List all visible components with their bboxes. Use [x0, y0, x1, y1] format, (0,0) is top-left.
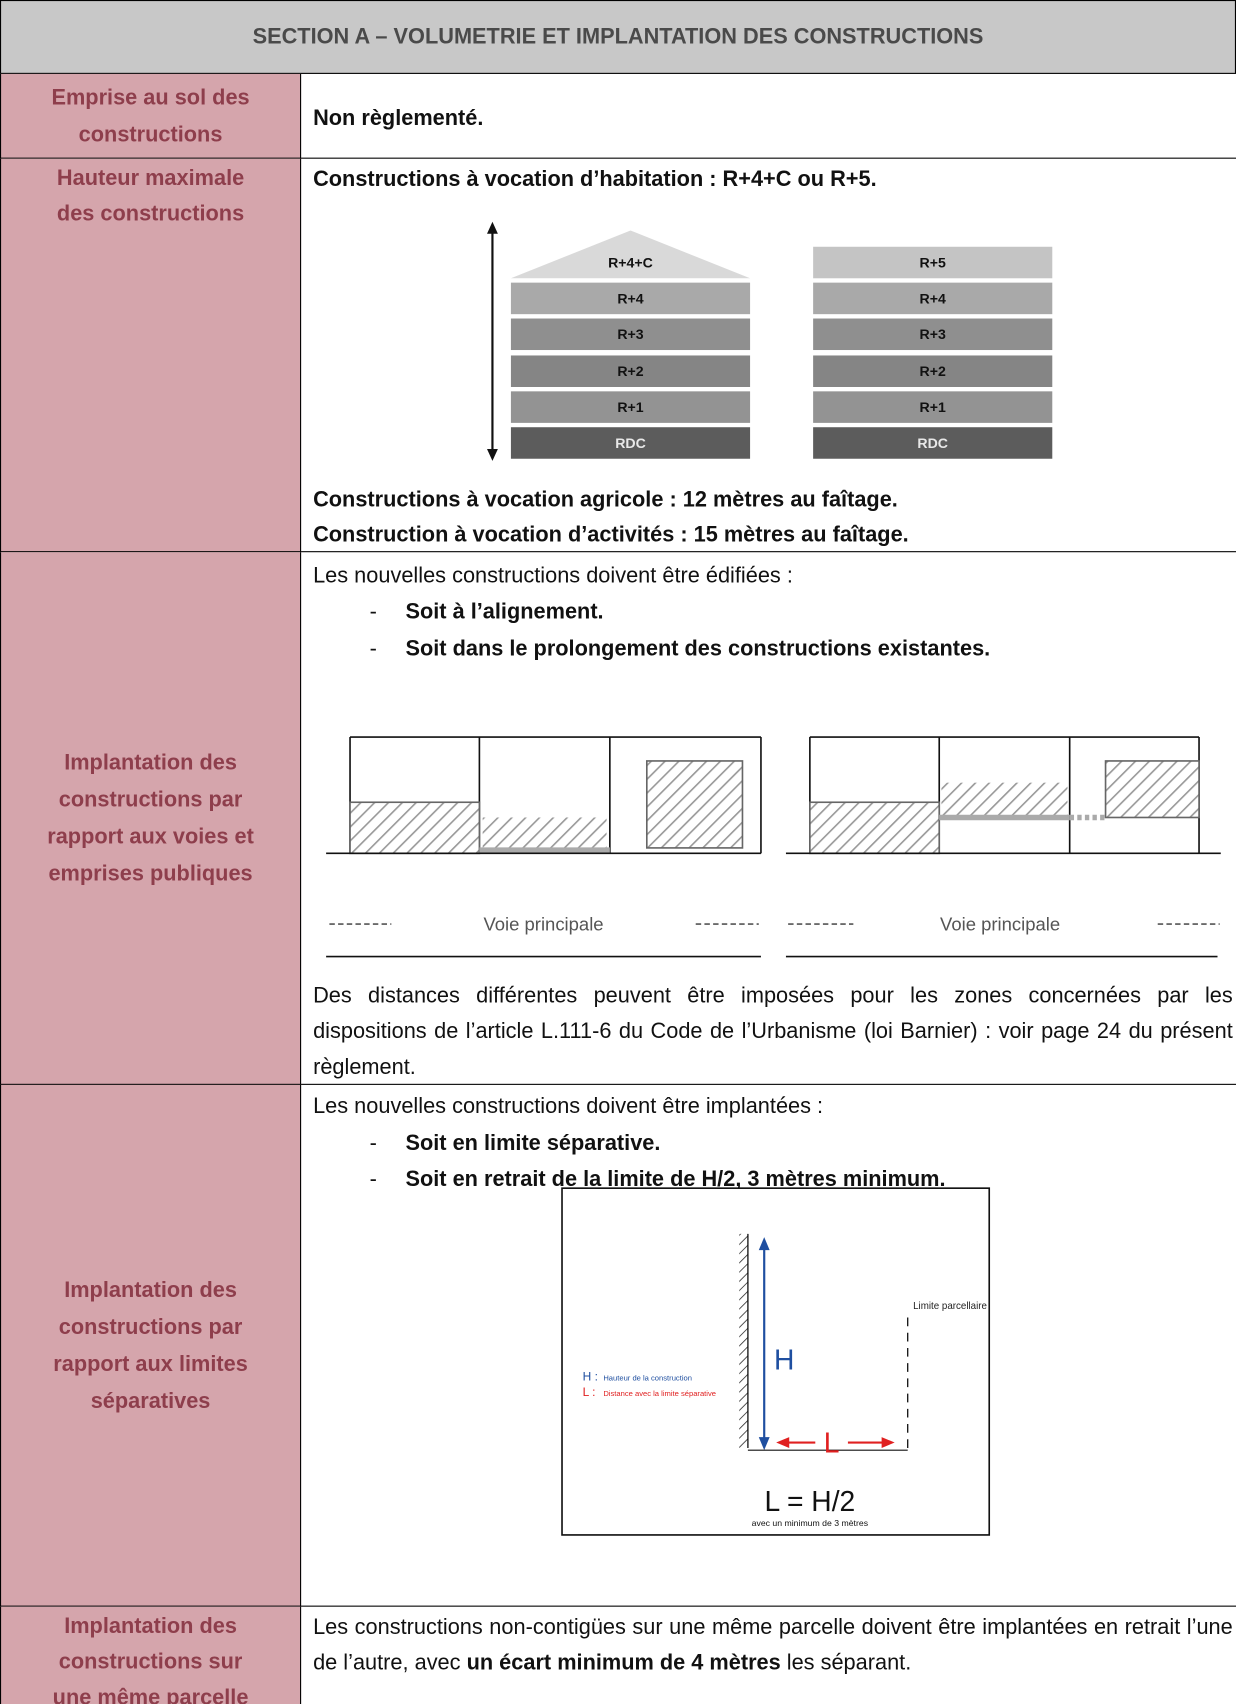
floor-label: R+4+C	[608, 254, 653, 270]
cell	[300, 74, 1236, 159]
floor	[813, 391, 1053, 423]
row-label: Hauteur maximale des constructions	[0, 158, 302, 553]
floor	[813, 318, 1053, 351]
row-label: Implantation des constructions sur une mêm…	[0, 1606, 302, 1704]
floor	[510, 318, 751, 351]
label-line: Implantation des	[64, 1614, 237, 1639]
text-run: les séparant.	[780, 1651, 912, 1676]
h-symbol: H	[774, 1344, 794, 1376]
floor	[510, 355, 751, 387]
bullet-dash: -	[369, 637, 377, 661]
intro-text: Les nouvelles constructions doivent être…	[313, 564, 793, 589]
rule-text: Non règlementé.	[313, 106, 484, 131]
bullet-dash: -	[369, 600, 377, 624]
label-line: constructions par	[58, 1314, 243, 1339]
legend-text: Distance avec la limite séparative	[603, 1389, 716, 1398]
rule-text: Constructions à vocation d’habitation : …	[313, 167, 877, 192]
label-line: Implantation des	[64, 750, 237, 775]
label-line: rapport aux limites	[53, 1351, 248, 1376]
l-symbol: L	[824, 1426, 840, 1458]
paragraph: Des distances différentes peuvent être i…	[313, 983, 1233, 1080]
row-label: Emprise au sol des constructions	[0, 73, 302, 159]
floor	[813, 355, 1053, 387]
cell	[300, 1085, 1236, 1607]
row-label: Implantation des constructions par rapport…	[0, 552, 302, 1085]
legend-symbol: L :	[583, 1385, 596, 1399]
floor-label: R+3	[920, 326, 946, 342]
floor-label: R+1	[920, 399, 946, 415]
bullet: Soit à l’alignement.	[405, 600, 604, 624]
limit-diagram	[561, 1187, 991, 1536]
floor	[813, 427, 1053, 459]
label-line: emprises publiques	[48, 861, 253, 886]
limit-label: Limite parcellaire	[913, 1301, 987, 1312]
floor-label: R+2	[920, 363, 946, 379]
label-line: rapport aux voies et	[47, 824, 254, 849]
rule-text: Constructions à vocation agricole : 12 m…	[313, 488, 898, 513]
label-line: constructions	[78, 122, 223, 147]
label-line: constructions sur	[58, 1650, 243, 1675]
floor	[510, 391, 751, 423]
floor	[510, 282, 751, 315]
floor-label: R+3	[617, 326, 643, 342]
intro-text: Les nouvelles constructions doivent être…	[313, 1094, 824, 1119]
row-label: Implantation des constructions par rapport…	[0, 1084, 302, 1607]
legend-text: Hauteur de la construction	[603, 1374, 692, 1383]
floor	[510, 427, 751, 459]
label-line: Hauteur maximale	[56, 166, 245, 191]
floor-label: R+5	[920, 254, 946, 270]
floor	[813, 246, 1053, 279]
label-line: des constructions	[56, 202, 245, 227]
bullet-dash: -	[369, 1167, 377, 1192]
bullet: Soit en limite séparative.	[405, 1131, 661, 1156]
text-run-bold: un écart minimum de 4 mètres	[466, 1651, 781, 1676]
road-diagram	[326, 736, 1221, 958]
floor-label: RDC	[615, 435, 646, 451]
height-diagram: R+4+C R+4 R+3 R+2 R+1 RDC R+5 R+4 R+3 R+2 R+1 RDC	[487, 221, 1053, 461]
label-line: une même parcelle	[52, 1686, 249, 1704]
floor	[813, 282, 1053, 315]
label-line: Emprise au sol des	[51, 85, 250, 110]
bullet: Soit dans le prolongement des constructi…	[405, 637, 991, 661]
formula: L = H/2	[764, 1485, 855, 1517]
section-title: SECTION A – VOLUMETRIE ET IMPLANTATION D…	[0, 0, 1236, 74]
legend-symbol: H :	[583, 1370, 598, 1384]
rule-text: Construction à vocation d’activités : 15…	[313, 522, 909, 547]
label-line: constructions par	[58, 787, 243, 812]
floor-label: R+2	[617, 363, 643, 379]
floor-label: R+4	[920, 290, 946, 306]
text-run: Les constructions non-contigües sur une …	[313, 1615, 1233, 1676]
floor-label: R+4	[617, 290, 643, 306]
floor-label: RDC	[917, 435, 948, 451]
label-line: Implantation des	[64, 1277, 237, 1302]
label-line: séparatives	[90, 1388, 211, 1413]
road-label: Voie principale	[940, 914, 1060, 935]
cell	[300, 159, 1236, 553]
floor-label: R+1	[617, 399, 643, 415]
cell	[300, 552, 1236, 1085]
formula-note: avec un minimum de 3 mètres	[752, 1518, 869, 1528]
bullet: Soit en retrait de la limite de H/2, 3 m…	[405, 1167, 946, 1192]
road-label: Voie principale	[483, 914, 603, 935]
paragraph: Les constructions non-contigües sur une …	[313, 1610, 1233, 1682]
bullet-dash: -	[369, 1131, 377, 1156]
